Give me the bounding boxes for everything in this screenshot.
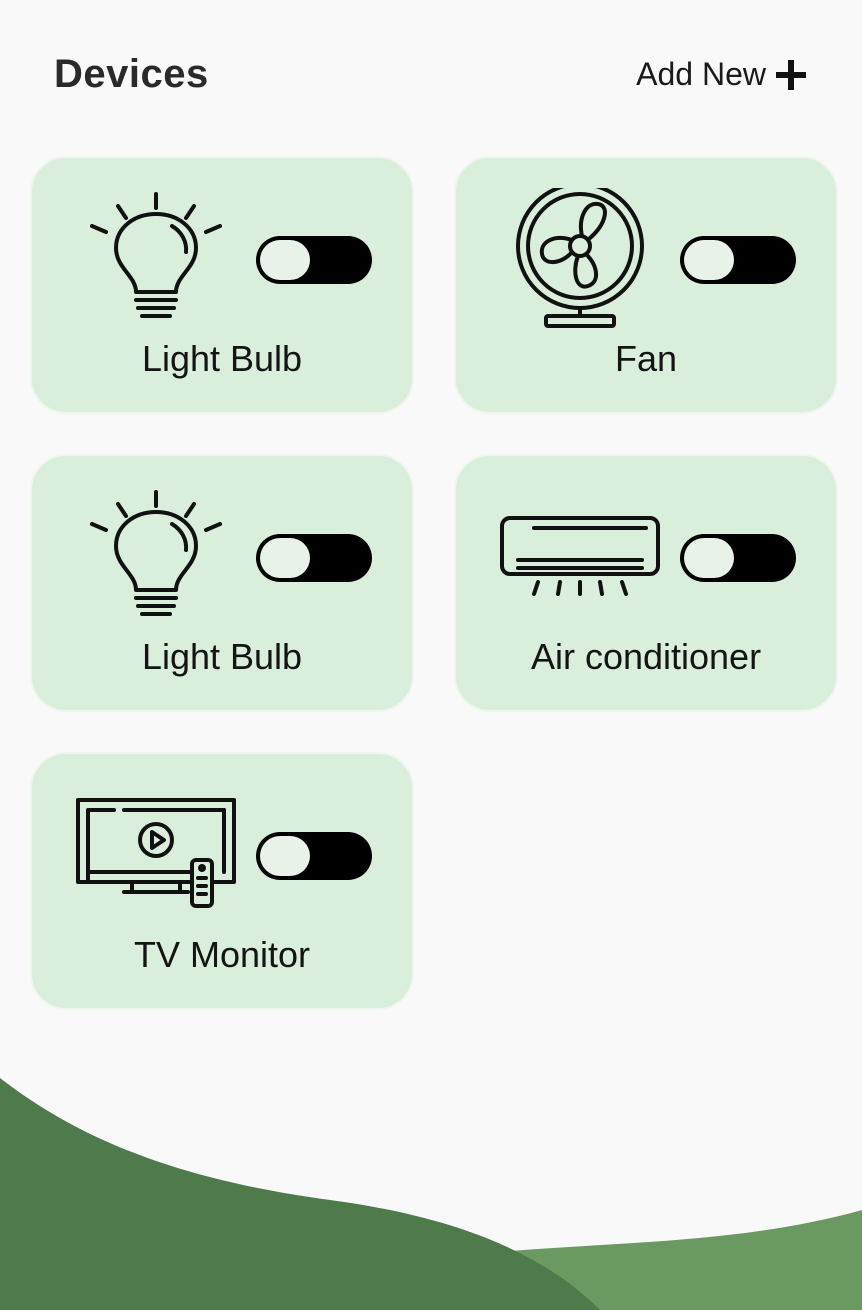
- device-label: Light Bulb: [141, 636, 303, 677]
- device-label: Light Bulb: [141, 338, 303, 379]
- device-card-light-bulb[interactable]: Light Bulb: [30, 156, 414, 414]
- device-label: Fan: [614, 338, 678, 379]
- add-new-button[interactable]: Add New: [636, 56, 808, 93]
- device-toggle[interactable]: [256, 832, 372, 880]
- device-card-fan[interactable]: Fan: [454, 156, 838, 414]
- device-toggle[interactable]: [256, 534, 372, 582]
- toggle-knob: [260, 836, 310, 876]
- device-toggle[interactable]: [680, 236, 796, 284]
- device-label: Air conditioner: [530, 636, 762, 677]
- tv-monitor-icon: [76, 798, 236, 908]
- device-toggle[interactable]: [680, 534, 796, 582]
- toggle-knob: [684, 538, 734, 578]
- toggle-knob: [684, 240, 734, 280]
- device-card-air-conditioner[interactable]: Air conditioner: [454, 454, 838, 712]
- air-conditioner-icon: [500, 516, 660, 596]
- toggle-knob: [260, 240, 310, 280]
- fan-icon: [516, 188, 644, 328]
- plus-icon: [776, 59, 806, 90]
- page-title: Devices: [54, 52, 209, 96]
- device-card-light-bulb[interactable]: Light Bulb: [30, 454, 414, 712]
- decorative-wave: [0, 1078, 862, 1310]
- device-card-tv-monitor[interactable]: TV Monitor: [30, 752, 414, 1010]
- header: Devices Add New: [0, 0, 862, 150]
- device-toggle[interactable]: [256, 236, 372, 284]
- light-bulb-icon: [90, 490, 222, 616]
- toggle-knob: [260, 538, 310, 578]
- add-new-label: Add New: [636, 56, 766, 92]
- light-bulb-icon: [90, 192, 222, 318]
- device-label: TV Monitor: [133, 934, 311, 975]
